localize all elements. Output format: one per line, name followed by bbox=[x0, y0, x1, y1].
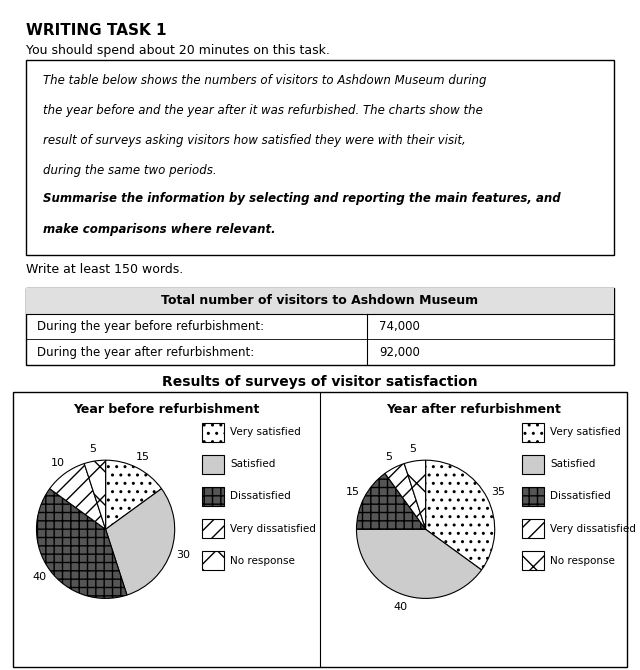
Text: Very satisfied: Very satisfied bbox=[550, 427, 621, 437]
Bar bbox=[26, 288, 614, 314]
Text: Dissatisfied: Dissatisfied bbox=[230, 492, 291, 501]
Text: 5: 5 bbox=[385, 452, 392, 462]
Text: Summarise the information by selecting and reporting the main features, and: Summarise the information by selecting a… bbox=[44, 192, 561, 206]
Text: 15: 15 bbox=[346, 487, 360, 497]
Text: No response: No response bbox=[550, 556, 615, 565]
Text: 74,000: 74,000 bbox=[379, 320, 420, 333]
Text: You should spend about 20 minutes on this task.: You should spend about 20 minutes on thi… bbox=[26, 44, 330, 56]
Text: 5: 5 bbox=[410, 444, 417, 454]
Wedge shape bbox=[385, 464, 426, 529]
Text: the year before and the year after it was refurbished. The charts show the: the year before and the year after it wa… bbox=[44, 104, 483, 117]
Wedge shape bbox=[404, 460, 426, 529]
Text: Very satisfied: Very satisfied bbox=[230, 427, 301, 437]
Text: 40: 40 bbox=[33, 572, 47, 582]
Text: Results of surveys of visitor satisfaction: Results of surveys of visitor satisfacti… bbox=[162, 375, 478, 389]
Wedge shape bbox=[356, 529, 481, 598]
Text: During the year before refurbishment:: During the year before refurbishment: bbox=[37, 320, 264, 333]
Text: 5: 5 bbox=[90, 444, 97, 454]
Text: Very dissatisfied: Very dissatisfied bbox=[550, 524, 636, 533]
Text: During the year after refurbishment:: During the year after refurbishment: bbox=[37, 346, 255, 358]
Text: 30: 30 bbox=[176, 549, 190, 559]
Text: 10: 10 bbox=[51, 458, 65, 468]
Text: 40: 40 bbox=[394, 602, 408, 612]
Text: Satisfied: Satisfied bbox=[230, 460, 276, 469]
Text: 35: 35 bbox=[492, 487, 505, 497]
Wedge shape bbox=[426, 460, 495, 570]
Text: WRITING TASK 1: WRITING TASK 1 bbox=[26, 23, 166, 38]
Text: Total number of visitors to Ashdown Museum: Total number of visitors to Ashdown Muse… bbox=[161, 294, 479, 308]
Text: Satisfied: Satisfied bbox=[550, 460, 596, 469]
Wedge shape bbox=[106, 488, 175, 595]
Wedge shape bbox=[84, 460, 106, 529]
Text: result of surveys asking visitors how satisfied they were with their visit,: result of surveys asking visitors how sa… bbox=[44, 134, 466, 147]
Text: Very dissatisfied: Very dissatisfied bbox=[230, 524, 316, 533]
Text: 92,000: 92,000 bbox=[379, 346, 420, 358]
Wedge shape bbox=[106, 460, 161, 529]
Text: No response: No response bbox=[230, 556, 295, 565]
Text: during the same two periods.: during the same two periods. bbox=[44, 164, 217, 178]
Text: 15: 15 bbox=[136, 452, 150, 462]
Text: Dissatisfied: Dissatisfied bbox=[550, 492, 611, 501]
Text: The table below shows the numbers of visitors to Ashdown Museum during: The table below shows the numbers of vis… bbox=[44, 74, 487, 87]
Wedge shape bbox=[36, 488, 127, 598]
Text: Write at least 150 words.: Write at least 150 words. bbox=[26, 263, 183, 276]
Wedge shape bbox=[356, 474, 426, 529]
Text: Year after refurbishment: Year after refurbishment bbox=[386, 403, 561, 416]
Text: Year before refurbishment: Year before refurbishment bbox=[73, 403, 260, 416]
Text: make comparisons where relevant.: make comparisons where relevant. bbox=[44, 222, 276, 236]
Wedge shape bbox=[50, 464, 106, 529]
